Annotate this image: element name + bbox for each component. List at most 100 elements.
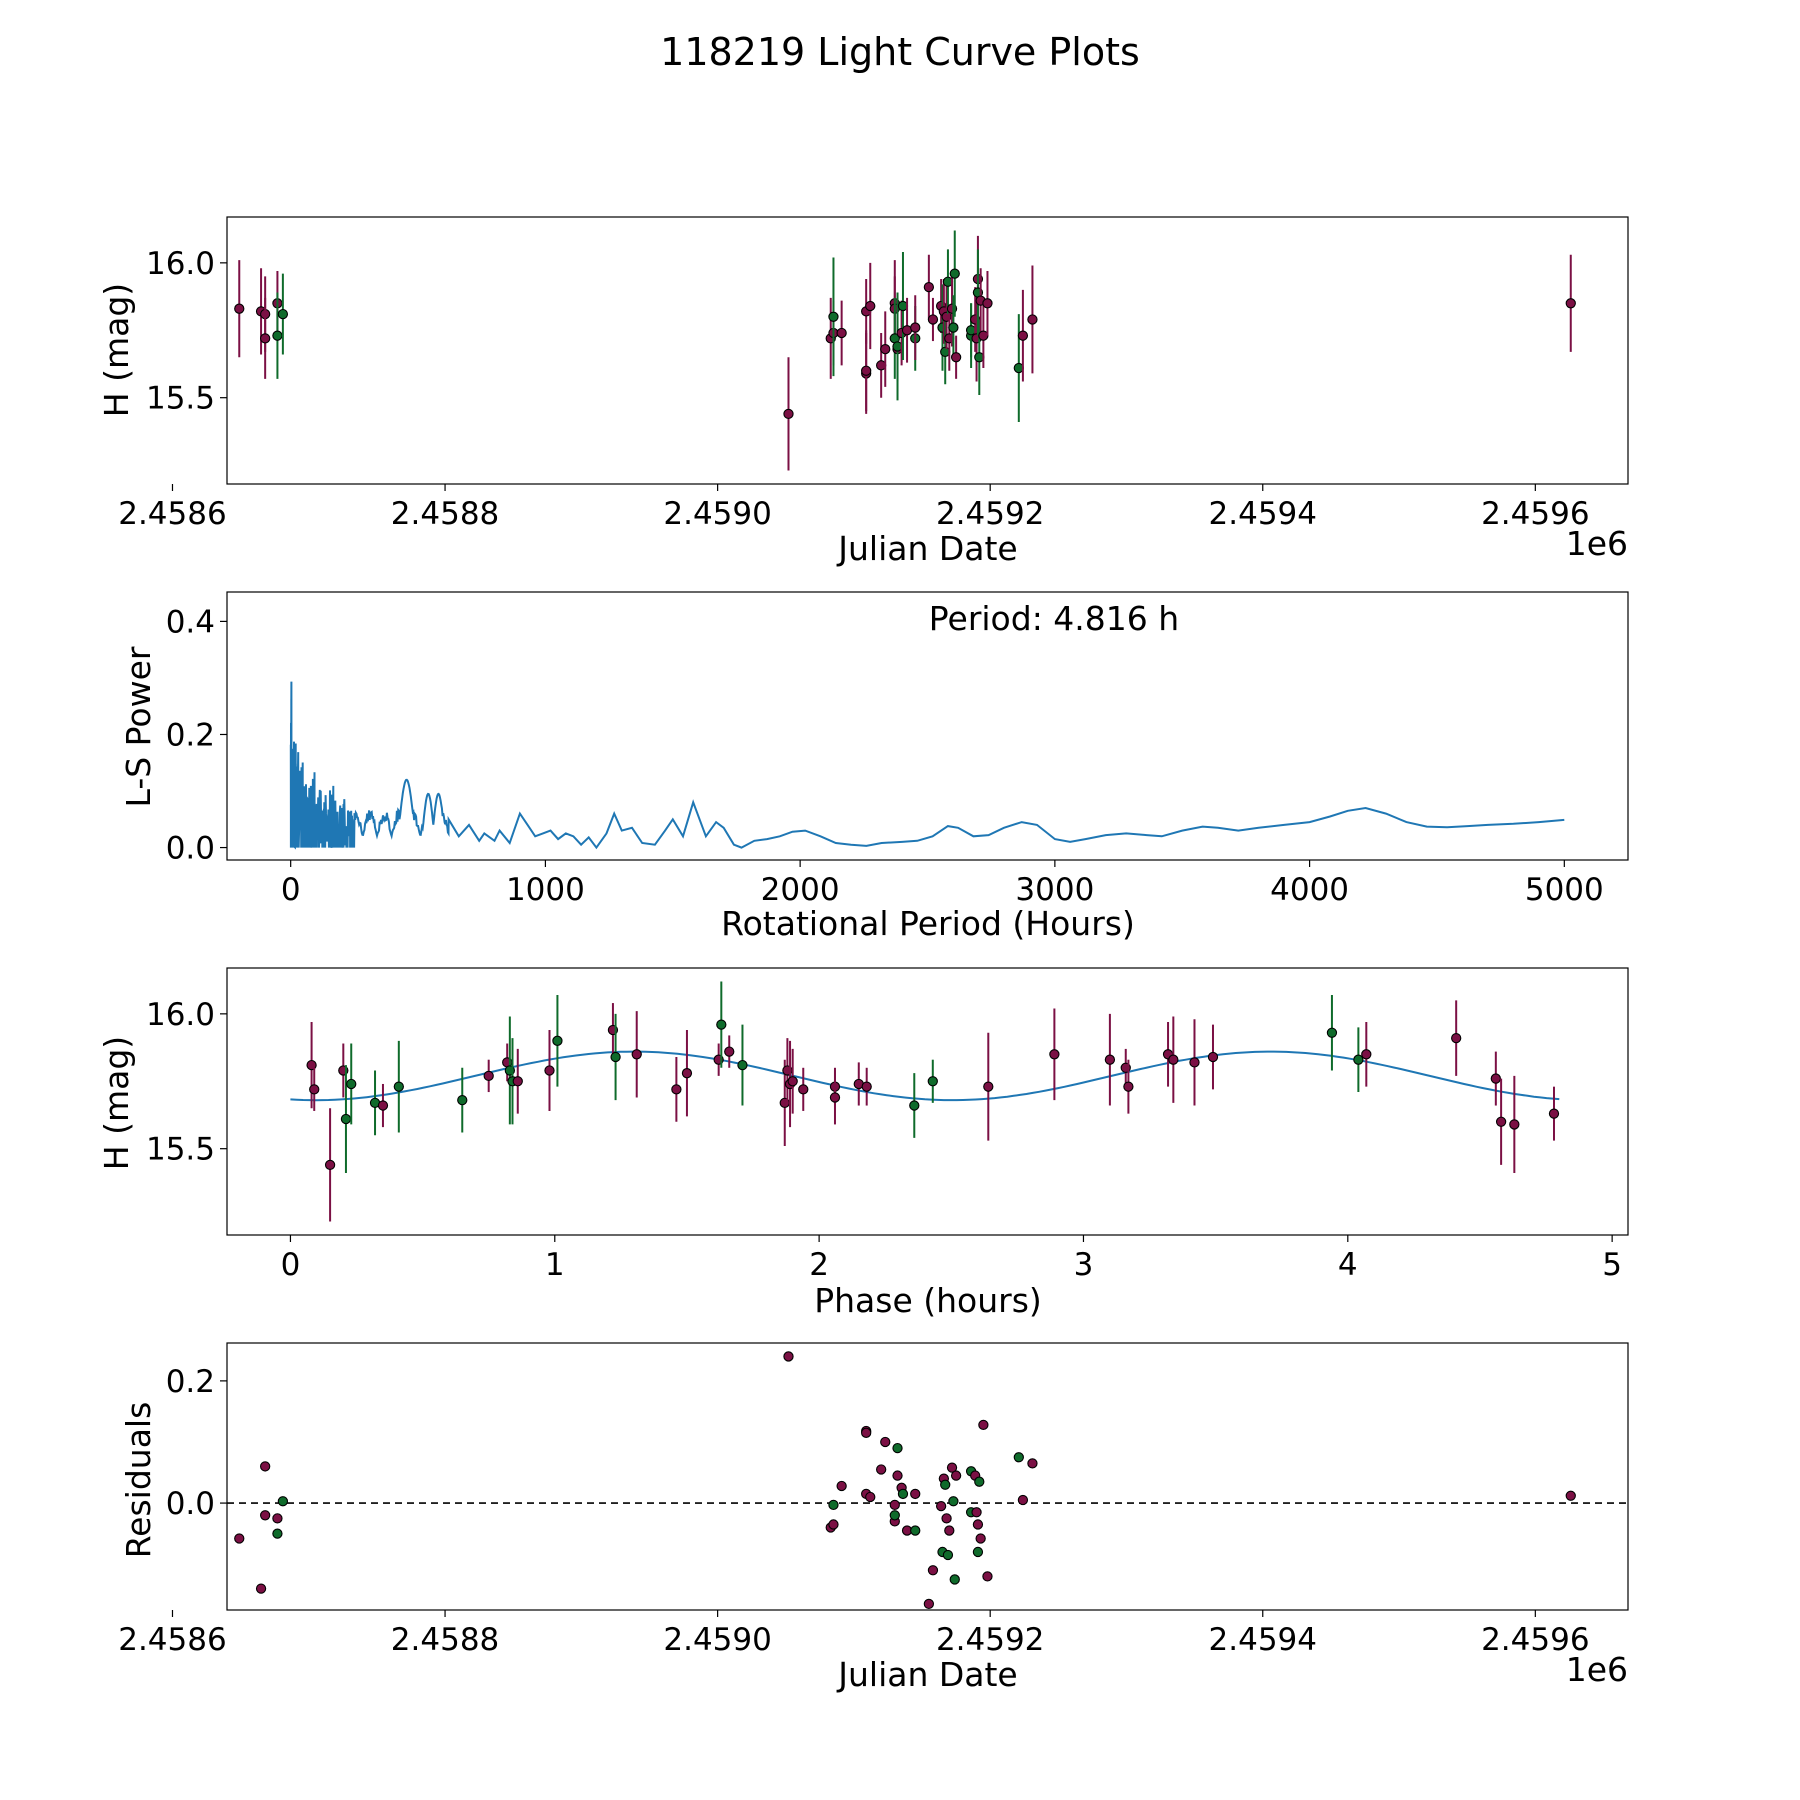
residuals-point <box>277 1496 289 1507</box>
phased-point <box>927 1076 938 1087</box>
light-curve-plot-frame <box>226 216 1629 485</box>
periodogram-y-tick-label: 0.2 <box>166 717 215 753</box>
phased-point <box>1490 1073 1501 1084</box>
light-curve-point <box>982 298 993 309</box>
residuals-point <box>1565 1490 1576 1501</box>
residuals-x-tick-label: 2.4588 <box>391 1622 499 1658</box>
residuals-point <box>1017 1494 1029 1506</box>
phased-point <box>909 1100 920 1111</box>
residuals-point <box>946 1462 958 1473</box>
light-curve-point <box>948 322 959 333</box>
residuals-x-tick-label: 2.4586 <box>118 1622 226 1658</box>
residuals-point <box>865 1491 876 1503</box>
light-curve-point <box>923 281 935 293</box>
phased-point <box>631 1049 642 1060</box>
residuals-point <box>1013 1452 1024 1463</box>
phased-point <box>306 1059 317 1071</box>
periodogram-x-label: Rotational Period (Hours) <box>721 904 1135 943</box>
phased-point <box>671 1084 682 1095</box>
light-curve-x-label: Julian Date <box>836 529 1018 568</box>
residuals-point <box>260 1510 271 1521</box>
light-curve-point <box>1017 330 1029 341</box>
light-curve-point <box>277 308 289 320</box>
phased-point <box>483 1070 494 1082</box>
light-curve-x-tick-label: 2.4586 <box>118 496 226 532</box>
residuals-point <box>941 1513 952 1524</box>
phased-point <box>724 1046 735 1057</box>
phased-y-tick-label: 15.5 <box>146 1132 215 1168</box>
phased-point <box>1189 1057 1200 1068</box>
residuals-point <box>940 1479 951 1490</box>
phased-point <box>1361 1049 1372 1060</box>
phased-x-tick-label: 0 <box>281 1247 301 1283</box>
residuals-point <box>836 1480 847 1492</box>
residuals-point <box>234 1533 245 1544</box>
phased-point <box>798 1084 809 1095</box>
residuals-point <box>972 1519 984 1530</box>
phased-point <box>324 1159 336 1171</box>
phased-point <box>1049 1049 1060 1060</box>
phased-point <box>610 1051 621 1063</box>
phased-x-tick-label: 1 <box>545 1247 565 1283</box>
residuals-point <box>974 1476 985 1487</box>
residuals-point <box>880 1436 891 1448</box>
light-curve-point <box>865 300 876 312</box>
figure-title: 118219 Light Curve Plots <box>660 30 1140 74</box>
periodogram-x-tick-label: 3000 <box>1015 872 1094 908</box>
residuals-point <box>972 1546 984 1558</box>
residuals-point <box>876 1464 887 1475</box>
phased-x-tick-label: 4 <box>1338 1247 1358 1283</box>
phased-x-tick-label: 3 <box>1074 1247 1094 1283</box>
periodogram-x-tick-label: 0 <box>281 872 301 908</box>
residuals-point <box>783 1351 794 1362</box>
residuals-point <box>828 1519 839 1530</box>
phased-point <box>552 1035 563 1046</box>
light-curve-point <box>828 311 839 322</box>
residuals-point <box>923 1598 935 1610</box>
light-curve-point <box>272 330 283 341</box>
residuals-plot-frame <box>226 1342 1629 1611</box>
phased-point <box>1104 1054 1116 1065</box>
phased-point <box>544 1065 555 1076</box>
light-curve-point <box>949 268 960 279</box>
residuals-x-tick-label: 2.4596 <box>1481 1622 1589 1658</box>
phased-point <box>1451 1032 1462 1044</box>
phased-y-label: H (mag) <box>97 1036 136 1170</box>
phased-point <box>340 1113 352 1125</box>
phased-x-tick-label: 2 <box>809 1247 829 1283</box>
light-curve-point <box>836 327 847 339</box>
phased-x-label: Phase (hours) <box>814 1281 1042 1320</box>
light-curve-point <box>950 352 962 363</box>
phased-point <box>1353 1054 1364 1065</box>
light-curve-panel: Julian Date H (mag) 1e6 2.4586 2.4588 2.45… <box>97 216 1629 568</box>
residuals-x-label: Julian Date <box>836 1655 1018 1694</box>
light-curve-x-tick-label: 2.4592 <box>936 496 1044 532</box>
residuals-x-tick-label: 2.4594 <box>1209 1622 1317 1658</box>
phased-point <box>737 1059 748 1071</box>
residuals-point <box>272 1513 283 1524</box>
periodogram-panel: Rotational Period (Hours) L-S Power Peri… <box>119 591 1629 943</box>
periodogram-plot-frame <box>226 591 1629 861</box>
residuals-point <box>942 1549 954 1561</box>
residuals-x-tick-label: 2.4592 <box>936 1622 1044 1658</box>
phased-point <box>1326 1027 1338 1038</box>
phased-point <box>1548 1108 1560 1119</box>
residuals-point <box>828 1499 839 1511</box>
residuals-point <box>260 1461 271 1472</box>
residuals-point <box>861 1427 872 1438</box>
residuals-point <box>978 1419 989 1431</box>
periodogram-x-tick-label: 2000 <box>761 872 840 908</box>
light-curve-point <box>260 333 271 344</box>
residuals-x-tick-label: 2.4590 <box>663 1622 771 1658</box>
residuals-point <box>982 1571 993 1582</box>
phased-point <box>829 1092 841 1103</box>
light-curve-point <box>910 322 921 333</box>
phased-point <box>393 1081 404 1092</box>
phased-point <box>1207 1051 1219 1063</box>
residuals-point <box>948 1496 959 1507</box>
light-curve-x-tick-label: 2.4590 <box>663 496 771 532</box>
residuals-point <box>910 1488 921 1500</box>
phased-point <box>983 1081 994 1092</box>
residuals-point <box>889 1499 900 1511</box>
phased-point <box>1168 1054 1179 1065</box>
